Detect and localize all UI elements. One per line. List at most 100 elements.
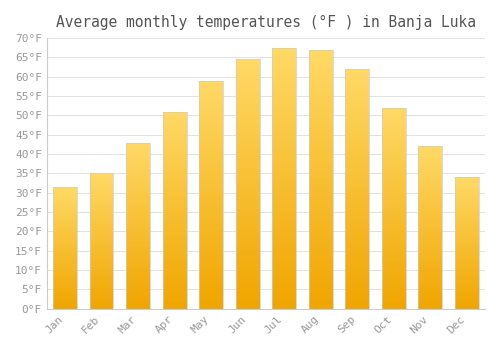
Bar <box>200 174 223 176</box>
Bar <box>382 251 406 252</box>
Bar <box>90 236 114 237</box>
Bar <box>346 144 369 146</box>
Bar <box>200 133 223 135</box>
Bar <box>163 204 186 206</box>
Bar <box>90 204 114 206</box>
Bar <box>346 158 369 160</box>
Bar <box>126 239 150 240</box>
Bar <box>54 250 77 252</box>
Bar <box>54 258 77 259</box>
Bar <box>309 203 332 205</box>
Bar <box>382 146 406 148</box>
Bar <box>163 248 186 250</box>
Bar <box>126 146 150 147</box>
Bar <box>309 172 332 174</box>
Bar <box>200 119 223 122</box>
Bar <box>272 233 296 236</box>
Bar <box>418 192 442 194</box>
Bar <box>382 168 406 170</box>
Bar <box>236 99 260 102</box>
Bar <box>346 285 369 287</box>
Bar <box>346 103 369 105</box>
Bar <box>272 225 296 228</box>
Bar <box>309 143 332 146</box>
Bar <box>418 288 442 289</box>
Bar <box>382 120 406 122</box>
Bar <box>163 253 186 256</box>
Bar <box>418 219 442 221</box>
Bar <box>200 288 223 290</box>
Bar <box>309 65 332 68</box>
Bar <box>90 294 114 295</box>
Bar <box>236 229 260 231</box>
Bar <box>163 277 186 279</box>
Bar <box>309 174 332 177</box>
Bar <box>455 196 478 197</box>
Bar <box>346 148 369 150</box>
Bar <box>90 188 114 190</box>
Bar <box>236 89 260 92</box>
Bar <box>418 298 442 299</box>
Bar <box>200 286 223 288</box>
Bar <box>455 221 478 222</box>
Bar <box>163 273 186 275</box>
Bar <box>382 188 406 190</box>
Bar <box>346 194 369 196</box>
Bar <box>455 208 478 209</box>
Bar <box>382 285 406 287</box>
Bar <box>200 261 223 263</box>
Bar <box>272 82 296 84</box>
Bar <box>90 253 114 254</box>
Bar <box>455 240 478 242</box>
Bar <box>236 244 260 246</box>
Bar <box>346 98 369 100</box>
Bar <box>346 74 369 76</box>
Bar <box>309 283 332 286</box>
Bar <box>163 271 186 273</box>
Bar <box>418 172 442 174</box>
Bar <box>126 264 150 266</box>
Bar <box>382 234 406 236</box>
Bar <box>382 262 406 265</box>
Bar <box>236 164 260 167</box>
Bar <box>90 230 114 232</box>
Bar <box>382 226 406 228</box>
Bar <box>455 201 478 202</box>
Bar <box>346 165 369 167</box>
Bar <box>90 280 114 282</box>
Bar <box>126 166 150 167</box>
Bar <box>236 286 260 289</box>
Bar <box>54 187 77 188</box>
Bar <box>236 102 260 104</box>
Bar <box>346 93 369 96</box>
Bar <box>236 249 260 251</box>
Bar <box>54 215 77 216</box>
Bar <box>236 202 260 204</box>
Bar <box>90 213 114 214</box>
Bar <box>200 265 223 268</box>
Bar <box>163 169 186 171</box>
Bar <box>200 97 223 99</box>
Bar <box>455 227 478 229</box>
Bar <box>236 60 260 62</box>
Bar <box>309 273 332 275</box>
Bar <box>309 267 332 270</box>
Bar <box>126 194 150 196</box>
Bar <box>126 204 150 206</box>
Bar <box>455 265 478 267</box>
Bar <box>309 265 332 267</box>
Bar <box>455 177 478 309</box>
Bar <box>200 220 223 222</box>
Bar <box>163 303 186 305</box>
Bar <box>382 259 406 260</box>
Bar <box>163 224 186 226</box>
Bar <box>272 113 296 116</box>
Bar <box>200 124 223 126</box>
Bar <box>54 236 77 237</box>
Bar <box>90 268 114 270</box>
Bar <box>54 210 77 211</box>
Bar <box>418 294 442 296</box>
Bar <box>382 124 406 126</box>
Bar <box>126 259 150 260</box>
Bar <box>309 288 332 290</box>
